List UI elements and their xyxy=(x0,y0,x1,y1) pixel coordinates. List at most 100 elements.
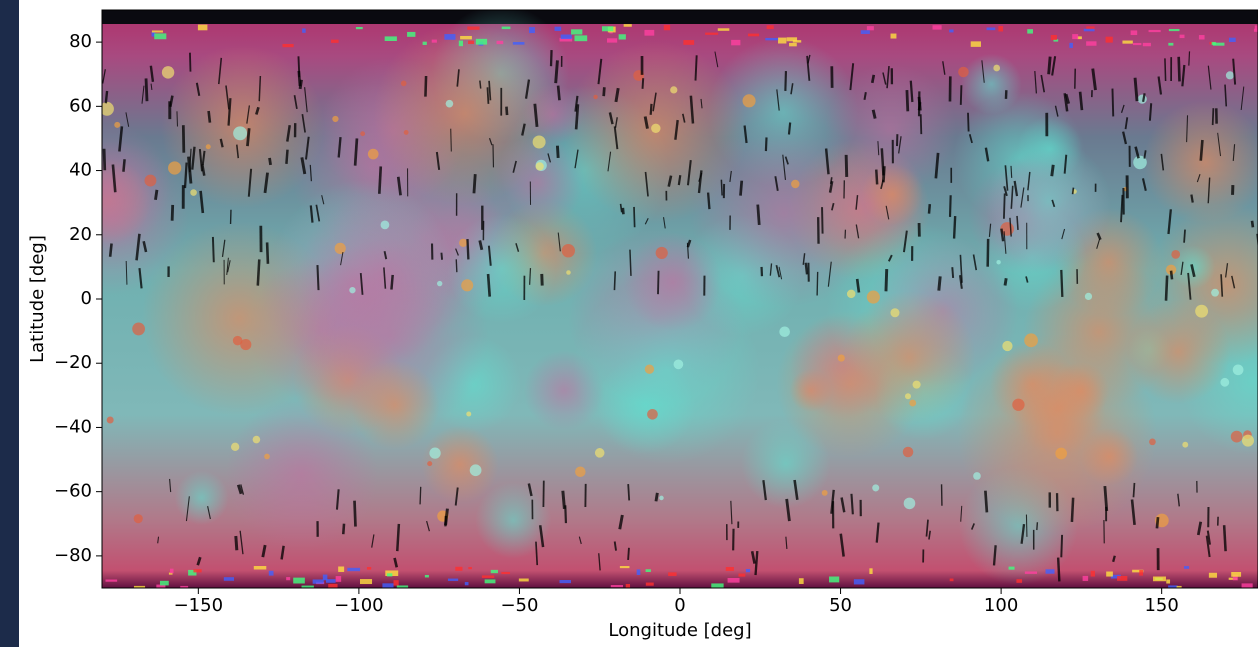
texture xyxy=(561,35,572,39)
texture xyxy=(190,189,197,196)
texture xyxy=(1184,566,1189,569)
texture xyxy=(628,548,629,560)
texture xyxy=(765,38,778,40)
texture xyxy=(615,542,616,551)
texture xyxy=(1037,522,1038,530)
texture xyxy=(911,81,913,102)
texture xyxy=(728,578,740,583)
texture xyxy=(566,270,571,275)
texture xyxy=(560,580,571,583)
texture xyxy=(551,50,552,66)
texture xyxy=(506,107,507,115)
texture xyxy=(846,155,847,177)
texture xyxy=(950,195,951,217)
texture xyxy=(767,25,774,29)
x-tick-label: 150 xyxy=(1144,595,1178,616)
texture xyxy=(351,361,440,450)
texture xyxy=(630,250,631,276)
texture xyxy=(460,36,472,39)
texture xyxy=(1024,333,1038,347)
texture xyxy=(876,170,877,185)
texture xyxy=(1126,299,1230,403)
texture xyxy=(397,524,399,551)
texture xyxy=(647,409,658,420)
texture xyxy=(994,545,996,565)
texture xyxy=(213,237,214,262)
texture xyxy=(933,25,942,29)
texture xyxy=(993,65,1000,72)
texture xyxy=(209,111,210,123)
texture xyxy=(404,130,409,135)
texture xyxy=(423,42,427,45)
texture xyxy=(529,27,535,33)
texture xyxy=(1131,30,1138,35)
texture xyxy=(302,28,306,32)
texture xyxy=(973,472,981,480)
texture xyxy=(401,81,407,87)
texture xyxy=(1143,43,1151,46)
texture xyxy=(985,491,986,513)
texture xyxy=(502,27,511,30)
texture xyxy=(1049,57,1050,75)
texture xyxy=(331,40,339,43)
texture xyxy=(563,491,565,509)
texture xyxy=(393,580,398,585)
texture xyxy=(690,119,879,308)
texture xyxy=(645,365,654,374)
texture xyxy=(903,447,914,458)
texture xyxy=(656,493,657,501)
texture xyxy=(172,205,173,221)
texture xyxy=(283,44,294,47)
texture xyxy=(1231,431,1243,443)
x-tick-label: 100 xyxy=(984,595,1018,616)
texture xyxy=(367,567,371,570)
texture xyxy=(705,33,718,35)
texture xyxy=(905,393,911,399)
texture xyxy=(1179,57,1180,82)
texture xyxy=(873,110,875,119)
texture xyxy=(838,354,845,361)
texture xyxy=(1168,585,1177,589)
texture xyxy=(954,216,955,239)
texture xyxy=(829,577,839,583)
texture xyxy=(593,95,597,99)
texture xyxy=(106,91,107,103)
texture xyxy=(919,102,920,110)
texture xyxy=(299,71,300,86)
chart: Longitude [deg] Latitude [deg] −150−100−… xyxy=(0,0,1258,647)
texture xyxy=(949,29,953,32)
texture xyxy=(867,26,874,30)
texture xyxy=(470,464,482,476)
texture xyxy=(939,276,940,290)
texture xyxy=(183,125,184,152)
texture xyxy=(1122,41,1132,44)
texture xyxy=(343,524,344,534)
texture xyxy=(1083,576,1089,581)
texture xyxy=(474,174,475,193)
texture xyxy=(1113,556,1115,562)
texture xyxy=(425,76,426,97)
texture xyxy=(110,243,111,256)
texture xyxy=(961,54,1022,115)
texture xyxy=(637,569,641,575)
texture xyxy=(950,579,954,582)
texture xyxy=(267,242,268,263)
texture xyxy=(447,214,556,323)
texture xyxy=(623,208,624,214)
texture xyxy=(198,25,208,31)
texture xyxy=(1072,498,1073,522)
texture xyxy=(1027,29,1033,33)
texture xyxy=(1069,43,1073,48)
texture xyxy=(448,579,458,581)
texture xyxy=(1209,573,1217,578)
texture xyxy=(247,128,249,146)
texture xyxy=(1184,230,1185,243)
texture xyxy=(971,41,981,47)
texture xyxy=(420,487,421,505)
texture xyxy=(1213,108,1214,125)
texture xyxy=(313,579,324,583)
texture xyxy=(193,569,201,572)
texture xyxy=(465,582,469,585)
texture xyxy=(785,71,786,91)
texture xyxy=(1169,29,1180,31)
